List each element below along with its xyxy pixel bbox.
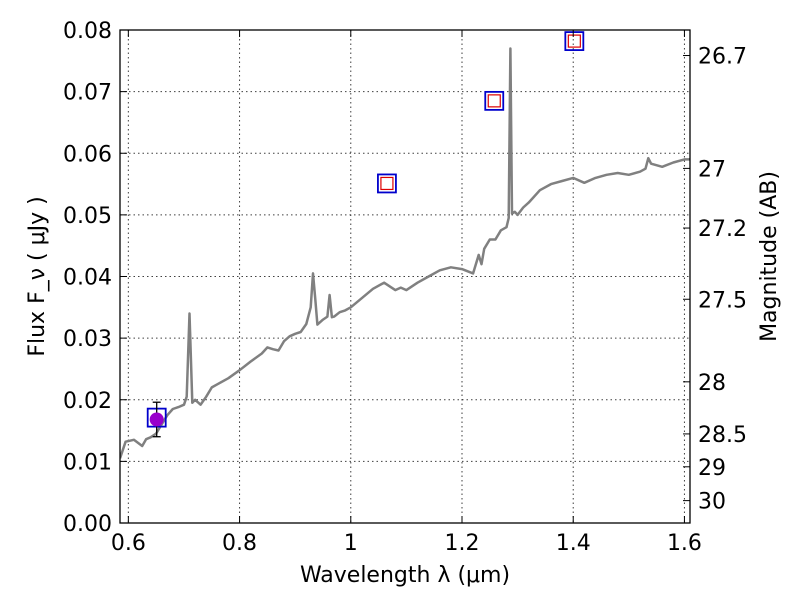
y2-tick-label: 27 <box>698 157 726 182</box>
model-point <box>380 176 394 191</box>
y-tick-label: 0.00 <box>63 512 112 537</box>
x-tick-label: 1.6 <box>667 531 702 556</box>
y-tick-label: 0.01 <box>63 450 112 475</box>
y-tick-label: 0.04 <box>63 266 112 291</box>
series-layer <box>120 31 690 459</box>
photometry-point <box>377 173 397 194</box>
y2-tick-label: 26.7 <box>698 45 747 70</box>
y2-tick-label: 30 <box>698 490 726 515</box>
observed-point <box>149 412 164 427</box>
x-tick-label: 0.6 <box>111 531 146 556</box>
spectrum-line <box>120 47 690 459</box>
y-tick-label: 0.08 <box>63 19 112 44</box>
x-tick-label: 0.8 <box>222 531 257 556</box>
x-axis-label: Wavelength λ (μm) <box>300 563 510 588</box>
y-tick-label: 0.02 <box>63 389 112 414</box>
x-tick-label: 1.4 <box>556 531 591 556</box>
x-tick-label: 1 <box>344 531 358 556</box>
y-tick-label: 0.06 <box>63 142 112 167</box>
y-tick-label: 0.07 <box>63 81 112 106</box>
y-axis-label: Flux F_ν ( μJy ) <box>25 196 50 356</box>
grid-lines <box>120 29 690 524</box>
model-point <box>567 34 581 48</box>
model-point <box>487 94 501 108</box>
y2-tick-label: 28 <box>698 371 726 396</box>
y2-tick-label: 28.5 <box>698 423 747 448</box>
y2-axis-label: Magnitude (AB) <box>757 171 782 342</box>
photometry-point <box>564 31 585 51</box>
photometry-point <box>484 90 505 111</box>
y2-tick-label: 27.5 <box>698 288 747 313</box>
y-tick-label: 0.05 <box>63 204 112 229</box>
x-tick-label: 1.2 <box>445 531 480 556</box>
y2-tick-label: 29 <box>698 456 726 481</box>
ticks: 0.6 0.8 1 1.2 1.4 1.6 0.00 0.01 0.02 0.03 0.04 0.05… <box>63 19 747 556</box>
y2-tick-label: 27.2 <box>698 217 747 242</box>
y-tick-label: 0.03 <box>63 327 112 352</box>
